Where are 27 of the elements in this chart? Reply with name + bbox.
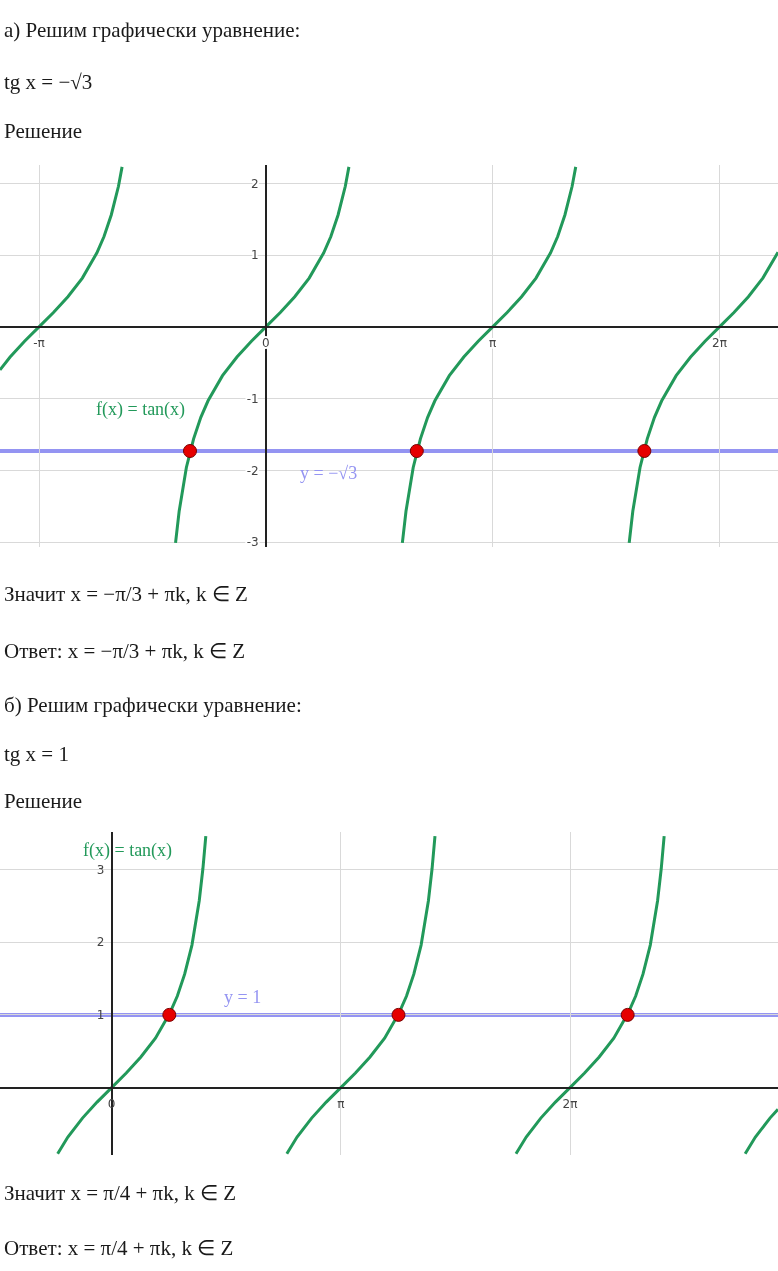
y-tick-label: -2: [246, 463, 259, 478]
chart-title: б) Решим графически уравнение:: [4, 693, 302, 717]
text: Решение: [4, 789, 83, 813]
text: Значит x = −π/3 + πk, k ∈ Z: [4, 582, 248, 606]
chart-subtitle: tg x = 1: [4, 742, 69, 766]
x-tick-label: π: [337, 1096, 345, 1111]
text: Значит x = π/4 + πk, k ∈ Z: [4, 1181, 237, 1205]
text: Ответ: x = π/4 + πk, k ∈ Z: [4, 1236, 234, 1260]
x-tick-label: -π: [33, 336, 45, 351]
chart-subtitle: tg x = −√3: [4, 70, 93, 94]
y-tick-label: 1: [96, 1008, 105, 1023]
x-tick-label: 2π: [712, 336, 727, 351]
y-tick-label: 3: [96, 862, 105, 877]
y-tick-label: 2: [251, 176, 259, 191]
ref-line-label: y = 1: [224, 987, 262, 1007]
text: Решение: [4, 119, 83, 143]
y-tick-label: -3: [246, 535, 259, 550]
y-tick-label: 1: [251, 248, 259, 263]
series-label: f(x) = tan(x): [96, 399, 186, 420]
y-tick-label: 2: [96, 935, 105, 950]
x-tick-label: π: [489, 336, 497, 351]
series-label: f(x) = tan(x): [83, 840, 173, 861]
x-tick-label: 2π: [562, 1096, 578, 1111]
ref-line-label: y = −√3: [300, 463, 358, 483]
chart-title: а) Решим графически уравнение:: [4, 18, 301, 42]
y-tick-label: -1: [246, 391, 259, 406]
text: Ответ: x = −π/3 + πk, k ∈ Z: [4, 639, 246, 663]
